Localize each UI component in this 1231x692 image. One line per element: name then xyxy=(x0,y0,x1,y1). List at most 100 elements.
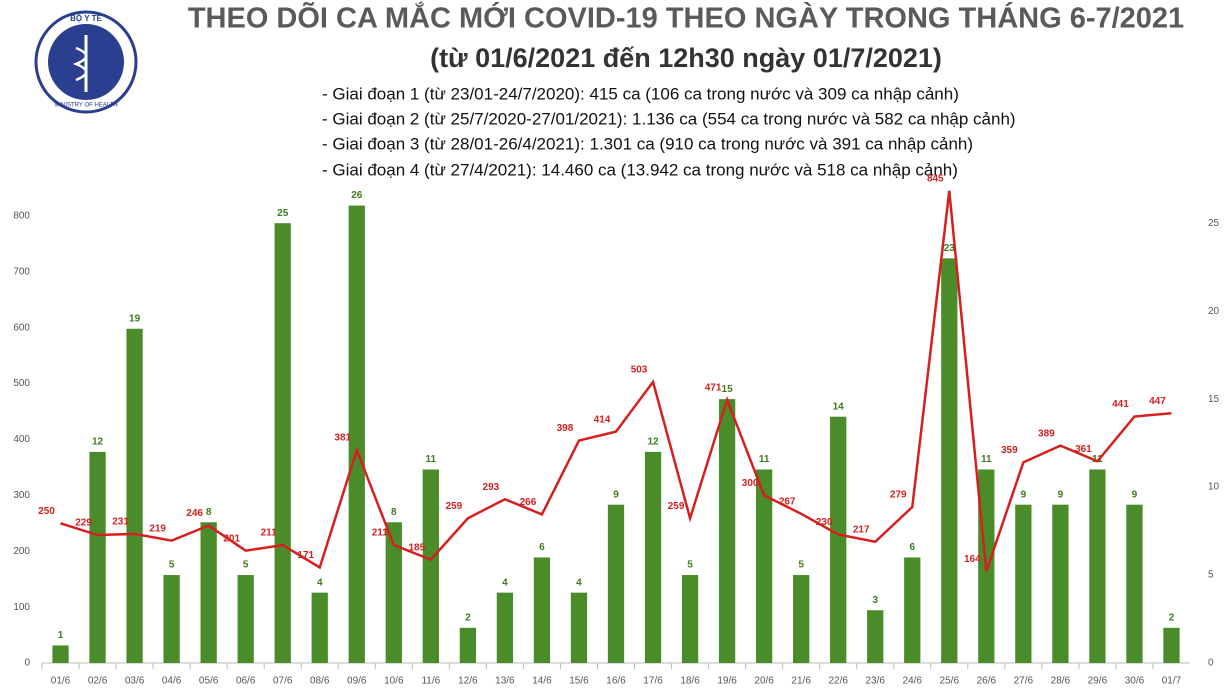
x-tick-label: 16/6 xyxy=(606,676,626,687)
logo-bottom: MINISTRY OF HEALTH xyxy=(54,103,117,109)
bar-label: 9 xyxy=(1132,489,1138,500)
x-tick-label: 02/6 xyxy=(88,676,108,687)
x-tick-label: 22/6 xyxy=(828,676,848,687)
line-label: 171 xyxy=(297,550,314,561)
x-tick-label: 17/6 xyxy=(643,676,663,687)
note: - Giai đoạn 4 (từ 27/4/2021): 14.460 ca … xyxy=(322,160,958,179)
bar-label: 6 xyxy=(539,542,545,553)
bar-label: 5 xyxy=(798,560,804,571)
line-label: 267 xyxy=(779,496,796,507)
bar-label: 2 xyxy=(465,612,471,623)
chart-title: THEO DÕI CA MẮC MỚI COVID-19 THEO NGÀY T… xyxy=(188,1,1184,35)
chart-subtitle: (từ 01/6/2021 đến 12h30 ngày 01/7/2021) xyxy=(430,43,942,73)
line-label: 359 xyxy=(1001,445,1018,456)
x-tick-label: 26/6 xyxy=(977,676,997,687)
bar xyxy=(274,223,291,663)
bar-label: 5 xyxy=(243,560,249,571)
bar xyxy=(533,557,551,663)
y2-tick-label: 5 xyxy=(1208,570,1214,581)
note: - Giai đoạn 3 (từ 28/01-26/4/2021): 1.30… xyxy=(322,134,973,153)
bar xyxy=(755,469,773,663)
logo: BỘ Y TẾ MINISTRY OF HEALTH xyxy=(34,10,138,114)
bar xyxy=(1089,469,1106,663)
bar xyxy=(422,469,439,663)
y-tick-label: 400 xyxy=(13,434,30,445)
x-tick-label: 30/6 xyxy=(1125,676,1145,687)
note: - Giai đoạn 1 (từ 23/01-24/7/2020): 415 … xyxy=(322,84,959,103)
y-tick-label: 300 xyxy=(13,490,30,501)
bar xyxy=(1163,627,1180,663)
line-label: 219 xyxy=(149,523,166,534)
bar-label: 3 xyxy=(872,595,878,606)
bar xyxy=(385,522,402,663)
line-label: 447 xyxy=(1149,396,1166,407)
x-tick-label: 24/6 xyxy=(903,676,923,687)
bar-label: 9 xyxy=(613,489,619,500)
x-tick-label: 11/6 xyxy=(421,676,440,687)
line-label: 441 xyxy=(1112,399,1129,410)
bar xyxy=(237,575,254,663)
bar-label: 4 xyxy=(576,577,582,588)
x-tick-label: 12/6 xyxy=(458,676,478,687)
bar xyxy=(681,575,699,663)
bar-label: 6 xyxy=(909,542,915,553)
bar xyxy=(163,575,180,663)
bar xyxy=(644,451,662,663)
bar-label: 11 xyxy=(981,454,992,465)
x-tick-label: 08/6 xyxy=(310,676,330,687)
bar-label: 5 xyxy=(687,560,693,571)
x-tick-label: 05/6 xyxy=(199,676,219,687)
bar xyxy=(459,627,477,663)
bar-label: 5 xyxy=(169,560,175,571)
line-label: 259 xyxy=(668,501,685,512)
line-label: 164 xyxy=(964,554,981,565)
bar xyxy=(718,399,736,663)
line-label: 361 xyxy=(1075,444,1092,455)
bar-label: 12 xyxy=(647,437,659,448)
x-tick-label: 07/6 xyxy=(273,676,293,687)
line-label: 414 xyxy=(594,414,611,425)
note: - Giai đoạn 2 (từ 25/7/2020-27/01/2021):… xyxy=(322,109,1016,128)
bar-label: 9 xyxy=(1058,489,1064,500)
x-tick-label: 14/6 xyxy=(532,676,552,687)
line-label: 398 xyxy=(557,423,574,434)
bar-label: 8 xyxy=(391,507,397,518)
bar xyxy=(570,592,588,663)
bar xyxy=(89,451,106,663)
x-tick-label: 13/6 xyxy=(495,676,515,687)
y2-tick-label: 20 xyxy=(1208,306,1220,317)
bar xyxy=(311,592,328,663)
x-tick-label: 09/6 xyxy=(347,676,367,687)
x-tick-label: 03/6 xyxy=(125,676,145,687)
line-label: 293 xyxy=(483,482,500,493)
bar xyxy=(904,557,921,663)
logo-top: BỘ Y TẾ xyxy=(70,13,102,23)
line-label: 259 xyxy=(446,501,463,512)
x-tick-label: 21/6 xyxy=(791,676,811,687)
y2-tick-label: 10 xyxy=(1208,482,1220,493)
y-tick-label: 0 xyxy=(24,658,30,669)
x-tick-label: 20/6 xyxy=(754,676,774,687)
y-tick-label: 200 xyxy=(13,546,30,557)
bar-label: 2 xyxy=(1169,612,1175,623)
bar xyxy=(496,592,514,663)
bar xyxy=(830,416,847,663)
x-tick-label: 27/6 xyxy=(1014,676,1034,687)
line-label: 503 xyxy=(631,365,648,376)
x-tick-label: 25/6 xyxy=(940,676,960,687)
bar xyxy=(126,328,143,663)
bar-label: 11 xyxy=(426,454,437,465)
line-label: 250 xyxy=(38,506,55,517)
x-tick-label: 28/6 xyxy=(1051,676,1071,687)
y2-tick-label: 0 xyxy=(1208,658,1214,669)
bar-label: 26 xyxy=(351,190,363,201)
bar xyxy=(200,522,217,663)
bar-label: 9 xyxy=(1021,489,1027,500)
bar-label: 25 xyxy=(277,208,289,219)
x-tick-label: 18/6 xyxy=(680,676,700,687)
bar-label: 1 xyxy=(58,630,64,641)
line-label: 217 xyxy=(853,524,870,535)
bar-label: 4 xyxy=(502,577,508,588)
y-tick-label: 800 xyxy=(13,211,30,222)
